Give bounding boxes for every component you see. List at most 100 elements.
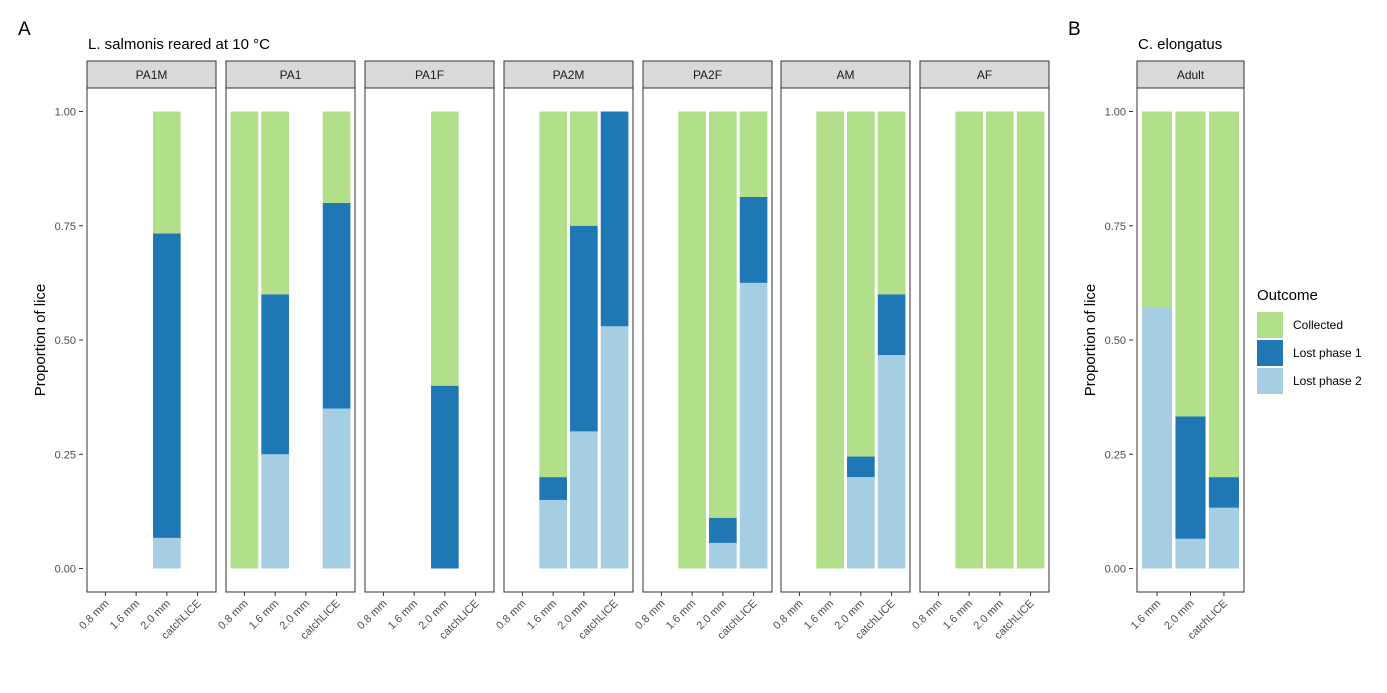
chart0-facet-pa2f-bar-2-0-mm-lost-phase-2 <box>709 542 737 569</box>
chart0-facet-pa1f-strip <box>364 60 495 89</box>
chart1-ytick-label-1-00: 1.00 <box>1105 107 1126 119</box>
chart0-facet-af-strip-label: AF <box>977 68 992 82</box>
chart0-facet-pa2m-bar-2-0-mm-collected <box>570 111 598 226</box>
chart0-facet-pa1f-xtick-label-1-6-mm: 1.6 mm <box>386 598 420 632</box>
chart0-facet-pa2f-bar-catchlice-lost-phase-1 <box>739 196 768 283</box>
chart0-facet-af-bar-catchlice-collected <box>1016 111 1045 569</box>
chart0-facet-am-bar-2-0-mm-collected <box>847 111 875 457</box>
chart0-facet-pa1m-bar-2-0-mm-lost-phase-1 <box>153 233 181 538</box>
chart1-ytick-label-0-25: 0.25 <box>1105 449 1126 461</box>
chart0-facet-pa1f-panel <box>364 87 495 593</box>
chart0-facet-am-bar-2-0-mm-lost-phase-2 <box>847 477 875 569</box>
chart0-facet-pa1m-bar-2-0-mm-lost-phase-2 <box>153 537 181 569</box>
chart0-facet-pa1m-panel <box>86 87 217 593</box>
chart0-facet-am-bar-catchlice-lost-phase-2 <box>877 355 906 569</box>
chart0-facet-af-xtick-label-0-8-mm: 0.8 mm <box>910 598 944 632</box>
chart0-facet-pa2f-bar-1-6-mm-collected <box>678 111 706 569</box>
chart0-facet-pa1-strip <box>225 60 356 89</box>
legend-key-lost-phase-2 <box>1257 368 1283 394</box>
chart0-facet-pa1-bar-1-6-mm-lost-phase-1 <box>261 294 289 455</box>
chart-a-title: L. salmonis reared at 10 °C <box>88 36 270 53</box>
chart0-facet-pa1-bar-1-6-mm-lost-phase-2 <box>261 454 289 569</box>
chart0-facet-pa2m-strip-label: PA2M <box>553 68 585 82</box>
chart0-ytick-label-1-00: 1.00 <box>55 107 76 119</box>
chart0-facet-pa1-xtick-label-0-8-mm: 0.8 mm <box>216 598 250 632</box>
chart1-facet-adult-bar-1-6-mm-collected <box>1142 111 1173 309</box>
chart0-facet-pa1f-xtick-label-0-8-mm: 0.8 mm <box>355 598 389 632</box>
chart1-facet-adult-strip <box>1136 60 1245 89</box>
chart1-ytick-label-0-00: 0.00 <box>1105 564 1126 576</box>
chart0-ytick-label-0-25: 0.25 <box>55 449 76 461</box>
chart0-facet-pa2f-bar-2-0-mm-lost-phase-1 <box>709 517 737 543</box>
chart0-facet-am-bar-2-0-mm-lost-phase-1 <box>847 456 875 478</box>
chart1-facet-adult-xtick-label-1-6-mm: 1.6 mm <box>1129 598 1163 632</box>
chart0-facet-pa1-xtick-label-1-6-mm: 1.6 mm <box>247 598 281 632</box>
chart1-facet-adult-bar-1-6-mm-lost-phase-2 <box>1142 308 1173 569</box>
chart0-ytick-label-0-00: 0.00 <box>55 564 76 576</box>
chart0-facet-pa1m-bar-2-0-mm-collected <box>153 111 181 234</box>
chart0-facet-pa2m-bar-1-6-mm-lost-phase-2 <box>539 499 567 569</box>
chart0-facet-pa2m-xtick-label-0-8-mm: 0.8 mm <box>494 598 528 632</box>
chart0-facet-pa1m-xtick-label-0-8-mm: 0.8 mm <box>77 598 111 632</box>
chart0-facet-pa2f-bar-catchlice-lost-phase-2 <box>739 282 768 569</box>
chart0-facet-am-xtick-label-0-8-mm: 0.8 mm <box>771 598 805 632</box>
chart0-facet-pa2f-bar-2-0-mm-collected <box>709 111 737 518</box>
chart0-ytick-label-0-75: 0.75 <box>55 221 76 233</box>
chart0-facet-pa1m-xtick-label-1-6-mm: 1.6 mm <box>108 598 142 632</box>
chart0-facet-pa1-bar-0-8-mm-collected <box>230 111 259 569</box>
chart0-facet-am-bar-1-6-mm-collected <box>816 111 844 569</box>
chart0-facet-am-xtick-label-1-6-mm: 1.6 mm <box>802 598 836 632</box>
chart0-facet-pa1-bar-catchlice-lost-phase-1 <box>322 202 351 409</box>
chart0-facet-pa2f-bar-catchlice-collected <box>739 111 768 197</box>
panel-label-a: A <box>18 19 31 40</box>
chart0-facet-pa1-bar-catchlice-collected <box>322 111 351 203</box>
chart0-facet-pa2m-bar-2-0-mm-lost-phase-2 <box>570 431 598 569</box>
chart0-facet-pa2f-xtick-label-0-8-mm: 0.8 mm <box>633 598 667 632</box>
legend-label-lost-phase-2: Lost phase 2 <box>1293 374 1362 388</box>
chart0-facet-pa1f-bar-2-0-mm-lost-phase-1 <box>431 385 459 569</box>
chart0-facet-pa2m-bar-1-6-mm-collected <box>539 111 567 478</box>
chart-b-title: C. elongatus <box>1138 36 1222 53</box>
chart1-facet-adult-bar-catchlice-lost-phase-1 <box>1208 477 1239 508</box>
chart0-facet-pa1m-strip <box>86 60 217 89</box>
chart0-facet-af-xtick-label-1-6-mm: 1.6 mm <box>941 598 975 632</box>
chart0-facet-am-strip <box>780 60 911 89</box>
chart1-facet-adult-bar-2-0-mm-lost-phase-2 <box>1175 538 1206 569</box>
chart0-facet-am-bar-catchlice-lost-phase-1 <box>877 294 906 356</box>
chart-b-ylabel: Proportion of lice <box>1082 284 1099 397</box>
chart0-facet-pa1-bar-catchlice-lost-phase-2 <box>322 408 351 569</box>
legend: Outcome Collected Lost phase 1 Lost phas… <box>1257 287 1362 394</box>
chart0-facet-af-bar-1-6-mm-collected <box>955 111 983 569</box>
chart0-facet-am-strip-label: AM <box>837 68 855 82</box>
chart1-facet-adult-bar-catchlice-lost-phase-2 <box>1208 507 1239 569</box>
chart0-facet-pa2m-strip <box>503 60 634 89</box>
chart0-facet-pa1f-bar-2-0-mm-collected <box>431 111 459 386</box>
chart0-facet-pa1-bar-1-6-mm-collected <box>261 111 289 295</box>
chart0-ytick-label-0-50: 0.50 <box>55 335 76 347</box>
chart0-facet-pa2f-xtick-label-1-6-mm: 1.6 mm <box>664 598 698 632</box>
chart0-facet-pa2m-bar-2-0-mm-lost-phase-1 <box>570 225 598 432</box>
chart0-facet-pa2f-strip <box>642 60 773 89</box>
chart0-facet-am-bar-catchlice-collected <box>877 111 906 295</box>
chart0-facet-pa1m-strip-label: PA1M <box>136 68 168 82</box>
chart1-ytick-label-0-50: 0.50 <box>1105 335 1126 347</box>
chart1-facet-adult-strip-label: Adult <box>1177 68 1205 82</box>
legend-label-lost-phase-1: Lost phase 1 <box>1293 346 1362 360</box>
chart-a-ylabel: Proportion of lice <box>32 284 49 397</box>
chart1-facet-adult-bar-catchlice-collected <box>1208 111 1239 478</box>
chart0-facet-af-strip <box>919 60 1050 89</box>
chart0-facet-pa1-strip-label: PA1 <box>280 68 302 82</box>
panel-label-b: B <box>1068 19 1081 40</box>
chart0-facet-pa2f-strip-label: PA2F <box>693 68 722 82</box>
chart0-facet-pa2m-bar-catchlice-lost-phase-1 <box>600 111 629 327</box>
legend-title: Outcome <box>1257 287 1318 304</box>
chart0-facet-pa2m-bar-catchlice-lost-phase-2 <box>600 326 629 569</box>
chart1-ytick-label-0-75: 0.75 <box>1105 221 1126 233</box>
legend-label-collected: Collected <box>1293 318 1343 332</box>
chart0-facet-pa2m-xtick-label-1-6-mm: 1.6 mm <box>525 598 559 632</box>
chart1-facet-adult-bar-2-0-mm-lost-phase-1 <box>1175 416 1206 539</box>
legend-key-lost-phase-1 <box>1257 340 1283 366</box>
chart0-facet-pa1f-strip-label: PA1F <box>415 68 444 82</box>
